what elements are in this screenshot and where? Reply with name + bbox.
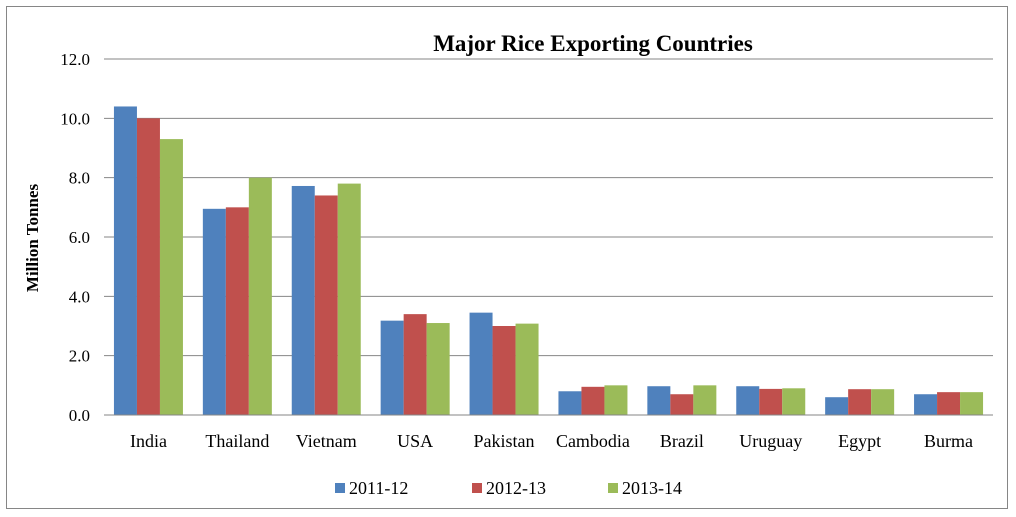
- y-tick-label: 2.0: [69, 347, 90, 366]
- bar-burma-2013-14: [960, 392, 984, 415]
- bar-vietnam-2013-14: [337, 183, 361, 415]
- bar-egypt-2011-12: [825, 397, 849, 415]
- bar-usa-2013-14: [426, 323, 450, 415]
- y-axis-ticks: 0.0 2.0 4.0 6.0 8.0 10.0 12.0: [60, 50, 90, 425]
- bar-uruguay-2011-12: [736, 386, 760, 415]
- x-tick-label: Thailand: [205, 431, 269, 451]
- y-tick-label: 10.0: [60, 109, 90, 128]
- bar-usa-2012-13: [403, 314, 427, 415]
- x-tick-label: India: [130, 431, 167, 451]
- legend: 2011-12 2012-13 2013-14: [335, 478, 682, 498]
- bar-uruguay-2012-13: [759, 388, 783, 415]
- legend-label: 2012-13: [486, 478, 546, 498]
- bar-brazil-2013-14: [693, 385, 717, 415]
- legend-swatch-2012-13: [472, 483, 482, 493]
- x-tick-label: Burma: [924, 431, 973, 451]
- bar-vietnam-2012-13: [314, 195, 338, 415]
- bar-thailand-2011-12: [202, 208, 226, 415]
- bar-pakistan-2012-13: [492, 326, 516, 415]
- bar-egypt-2012-13: [848, 389, 872, 415]
- y-tick-label: 4.0: [69, 287, 90, 306]
- chart-title: Major Rice Exporting Countries: [433, 31, 753, 56]
- bar-egypt-2013-14: [871, 389, 895, 415]
- bar-uruguay-2013-14: [782, 388, 806, 415]
- y-tick-label: 0.0: [69, 406, 90, 425]
- legend-swatch-2011-12: [335, 483, 345, 493]
- bar-india-2011-12: [113, 106, 137, 415]
- x-tick-label: Vietnam: [296, 431, 357, 451]
- bar-pakistan-2011-12: [469, 312, 493, 415]
- x-axis-ticks: India Thailand Vietnam USA Pakistan Cambodia B…: [130, 431, 973, 451]
- bar-brazil-2011-12: [647, 386, 671, 415]
- bar-usa-2011-12: [380, 320, 404, 415]
- bar-cambodia-2011-12: [558, 391, 582, 415]
- x-tick-label: Brazil: [660, 431, 704, 451]
- bars: [113, 106, 984, 415]
- bar-burma-2011-12: [914, 394, 938, 415]
- x-tick-label: USA: [397, 431, 433, 451]
- legend-swatch-2013-14: [608, 483, 618, 493]
- y-tick-label: 12.0: [60, 50, 90, 69]
- bar-brazil-2012-13: [670, 394, 694, 415]
- bar-vietnam-2011-12: [291, 185, 315, 415]
- bar-thailand-2013-14: [248, 177, 272, 415]
- y-axis-label: Million Tonnes: [23, 184, 42, 293]
- bar-india-2013-14: [159, 139, 183, 415]
- x-tick-label: Egypt: [838, 431, 881, 451]
- bar-cambodia-2013-14: [604, 385, 628, 415]
- legend-label: 2011-12: [349, 478, 408, 498]
- bar-thailand-2012-13: [225, 207, 249, 415]
- x-tick-label: Pakistan: [474, 431, 535, 451]
- bar-pakistan-2013-14: [515, 323, 539, 415]
- bar-burma-2012-13: [937, 392, 961, 415]
- y-tick-label: 6.0: [69, 228, 90, 247]
- y-tick-label: 8.0: [69, 169, 90, 188]
- bar-cambodia-2012-13: [581, 386, 605, 415]
- legend-label: 2013-14: [622, 478, 682, 498]
- bar-india-2012-13: [136, 118, 160, 415]
- x-tick-label: Cambodia: [556, 431, 630, 451]
- x-tick-label: Uruguay: [739, 431, 802, 451]
